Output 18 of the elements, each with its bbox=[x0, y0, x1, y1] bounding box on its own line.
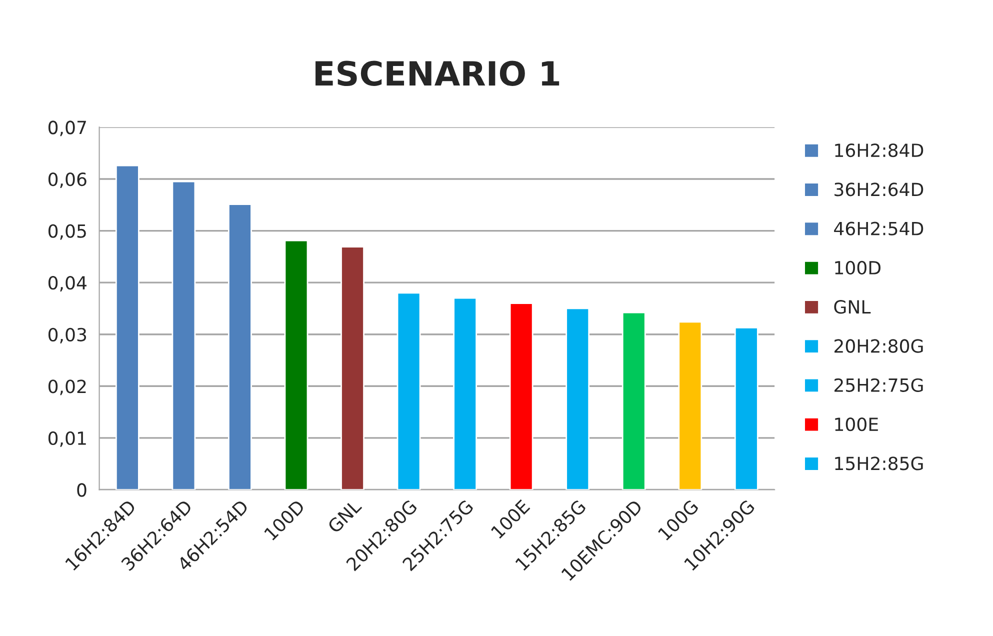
chart-title: ESCENARIO 1 bbox=[316, 60, 560, 86]
legend-label: 46H2:54D bbox=[834, 222, 924, 236]
legend-label: 36H2:64D bbox=[834, 182, 924, 196]
legend-label: 100D bbox=[835, 260, 880, 275]
y-tick-label: 0,07 bbox=[48, 120, 86, 136]
y-tick-label: 0,05 bbox=[48, 224, 86, 240]
y-tick-label: 0,03 bbox=[48, 328, 86, 344]
y-tick-label: 0,04 bbox=[48, 276, 86, 292]
legend-label: 15H2:85G bbox=[835, 456, 923, 470]
legend-label: 20H2:80G bbox=[834, 339, 923, 353]
y-tick-label: 0,02 bbox=[48, 380, 86, 396]
legend-label: 25H2:75G bbox=[834, 378, 923, 392]
legend-label: 100E bbox=[835, 417, 878, 432]
y-tick-label: 0,01 bbox=[48, 431, 86, 447]
legend-label: 16H2:84D bbox=[835, 143, 924, 158]
y-tick-label: 0 bbox=[77, 483, 86, 497]
y-tick-label: 0,06 bbox=[48, 172, 86, 188]
legend-label: GNL bbox=[834, 300, 871, 314]
